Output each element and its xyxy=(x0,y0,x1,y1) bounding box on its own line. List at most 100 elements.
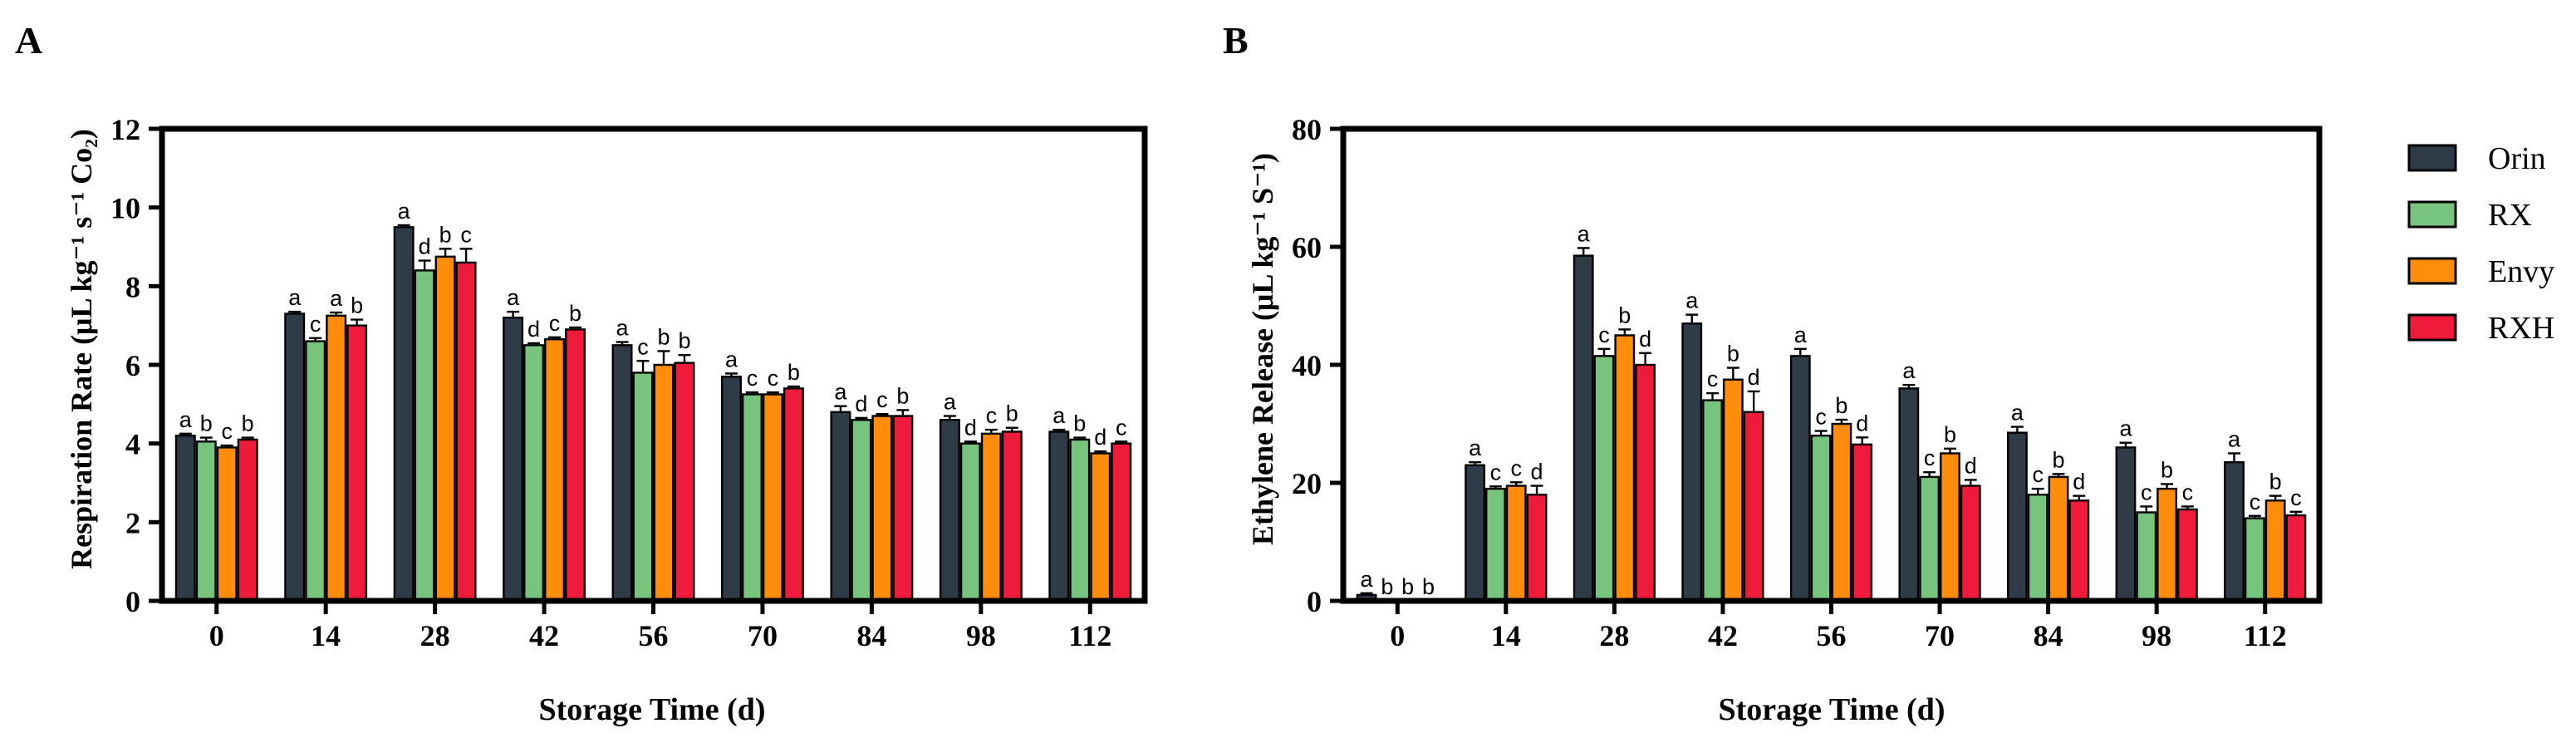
legend-label-orin: Orin xyxy=(2488,141,2546,176)
bar-envy-a xyxy=(653,363,675,603)
bar-rxh-a xyxy=(346,324,368,603)
bar-rx-b xyxy=(1919,475,1941,603)
bar-rx-a xyxy=(632,371,654,603)
y-tick-label-a: 6 xyxy=(125,349,140,382)
legend-label-rxh: RXH xyxy=(2488,311,2554,346)
bar-rxh-a xyxy=(1111,442,1132,603)
significance-letter-rxh-a: b xyxy=(351,293,363,318)
significance-letter-rx-a: d xyxy=(527,317,540,342)
bar-orin-a xyxy=(611,344,633,603)
y-tick-label-b: 60 xyxy=(1292,231,1322,264)
bar-rxh-b xyxy=(1960,485,1981,603)
bar-envy-a xyxy=(326,314,347,603)
legend-label-rx: RX xyxy=(2488,198,2532,233)
x-tick-label-b: 14 xyxy=(1491,619,1521,652)
bar-rx-b xyxy=(2244,517,2265,603)
significance-letter-rxh-a: b xyxy=(788,360,800,385)
significance-letter-rx-a: b xyxy=(200,411,213,436)
bar-orin-b xyxy=(1789,355,1811,603)
significance-letter-rxh-b: d xyxy=(1856,411,1868,435)
bar-envy-b xyxy=(1505,485,1527,603)
bar-rxh-b xyxy=(1743,411,1764,603)
significance-letter-orin-b: a xyxy=(1361,567,1374,592)
significance-letter-rx-b: c xyxy=(1815,405,1827,430)
bar-envy-b xyxy=(1940,452,1960,603)
bar-envy-b xyxy=(1614,334,1636,603)
y-tick-label-b: 0 xyxy=(1307,585,1322,618)
bar-rxh-a xyxy=(455,261,477,603)
x-tick-label-b: 28 xyxy=(1599,619,1629,652)
significance-letter-rx-a: d xyxy=(419,234,431,259)
bar-orin-b xyxy=(2115,446,2137,603)
bar-rxh-a xyxy=(674,362,695,603)
significance-letter-rx-b: c xyxy=(2032,462,2044,487)
bar-rxh-a xyxy=(783,387,804,603)
bar-orin-b xyxy=(1898,387,1920,603)
bar-orin-a xyxy=(503,317,524,603)
bar-rx-b xyxy=(1702,399,1723,603)
significance-letter-rx-b: c xyxy=(1924,445,1936,470)
bar-rxh-a xyxy=(1001,430,1023,603)
significance-letter-rx-b: c xyxy=(2250,490,2261,514)
bar-orin-b xyxy=(1465,464,1486,603)
significance-letter-rx-b: c xyxy=(2141,480,2152,504)
bar-rx-a xyxy=(851,419,872,603)
significance-letter-rxh-b: c xyxy=(2182,480,2194,504)
significance-letter-orin-a: a xyxy=(288,285,302,310)
significance-letter-orin-b: a xyxy=(2011,401,2024,426)
x-tick-label-b: 98 xyxy=(2142,619,2171,652)
bar-rx-a xyxy=(1069,438,1091,603)
significance-letter-orin-b: a xyxy=(1794,322,1808,347)
significance-letter-rx-b: c xyxy=(1598,322,1610,347)
x-tick-label-b: 0 xyxy=(1390,619,1405,652)
bar-rx-a xyxy=(305,340,326,603)
bar-orin-a xyxy=(1048,430,1070,603)
bar-rxh-b xyxy=(2176,508,2198,603)
significance-letter-envy-b: b xyxy=(1727,342,1739,367)
bar-envy-a xyxy=(980,432,1002,603)
panel-a: A Respiration Rate (μL kg⁻¹ s⁻¹ Co₂) Sto… xyxy=(15,19,1148,727)
bar-orin-a xyxy=(284,312,306,603)
plot-frame-a xyxy=(159,125,1148,604)
bar-rxh-a xyxy=(892,415,914,603)
significance-letter-envy-a: c xyxy=(876,387,888,412)
significance-letter-envy-b: b xyxy=(1835,393,1847,418)
significance-letter-orin-b: a xyxy=(1902,358,1916,383)
legend: Orin RX Envy RXH xyxy=(2407,141,2554,346)
x-tick-label-b: 42 xyxy=(1708,619,1738,652)
bar-envy-a xyxy=(762,393,783,603)
x-axis-label-b: Storage Time (d) xyxy=(1718,692,1945,727)
significance-letter-envy-a: b xyxy=(439,222,452,247)
x-tick-label-b: 56 xyxy=(1817,619,1847,652)
significance-letter-envy-b: b xyxy=(2269,470,2282,494)
significance-letter-orin-a: a xyxy=(179,407,193,432)
x-tick-label-a: 112 xyxy=(1068,619,1111,652)
bar-rx-a xyxy=(414,269,435,603)
y-tick-label-b: 80 xyxy=(1292,113,1322,146)
x-tick-label-a: 14 xyxy=(311,619,341,652)
bar-envy-b xyxy=(1722,378,1744,603)
x-tick-label-a: 56 xyxy=(639,619,669,652)
significance-letter-envy-b: b xyxy=(2161,457,2173,482)
significance-letter-orin-b: a xyxy=(2228,427,2241,452)
bar-rxh-b xyxy=(2285,514,2307,603)
y-axis-label-a: Respiration Rate (μL kg⁻¹ s⁻¹ Co₂) xyxy=(65,129,98,569)
significance-letter-orin-a: a xyxy=(507,285,520,310)
significance-letter-rx-a: c xyxy=(747,366,758,391)
legend-swatch-envy xyxy=(2407,257,2457,285)
bar-orin-a xyxy=(830,411,851,603)
bar-orin-b xyxy=(2006,431,2028,603)
bar-orin-a xyxy=(720,376,742,603)
significance-letter-rx-a: c xyxy=(637,334,649,359)
x-tick-label-b: 112 xyxy=(2244,619,2287,652)
plot-frame-b xyxy=(1340,125,2323,604)
bar-rxh-b xyxy=(1852,443,1873,603)
x-tick-label-a: 28 xyxy=(420,619,450,652)
panel-label-b: B xyxy=(1223,19,1249,61)
significance-letter-orin-a: a xyxy=(1052,403,1066,428)
significance-letter-envy-a: c xyxy=(221,419,233,444)
bar-envy-b xyxy=(2048,475,2069,603)
y-tick-label-b: 20 xyxy=(1292,467,1322,500)
bar-orin-b xyxy=(1681,322,1703,603)
